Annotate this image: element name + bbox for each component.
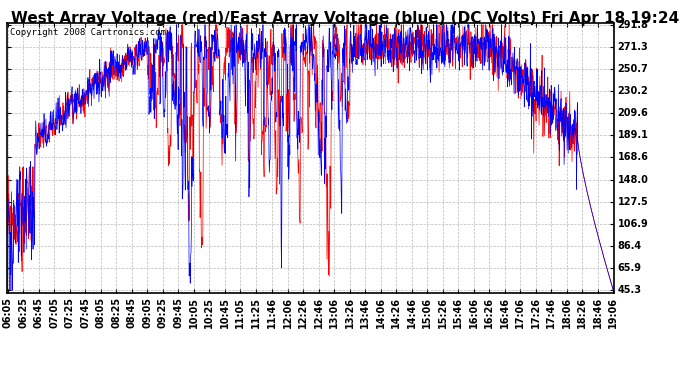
Text: 168.6: 168.6	[618, 153, 649, 162]
Text: 127.5: 127.5	[618, 197, 649, 207]
Text: Copyright 2008 Cartronics.com: Copyright 2008 Cartronics.com	[10, 28, 166, 37]
Text: 65.9: 65.9	[618, 263, 642, 273]
Text: 271.3: 271.3	[618, 42, 649, 52]
Text: 86.4: 86.4	[618, 241, 642, 251]
Text: 291.8: 291.8	[618, 20, 649, 30]
Text: 209.6: 209.6	[618, 108, 649, 118]
Text: 230.2: 230.2	[618, 86, 649, 96]
Text: West Array Voltage (red)/East Array Voltage (blue) (DC Volts) Fri Apr 18 19:24: West Array Voltage (red)/East Array Volt…	[11, 11, 679, 26]
Text: 106.9: 106.9	[618, 219, 649, 229]
Text: 189.1: 189.1	[618, 130, 649, 140]
Text: 250.7: 250.7	[618, 64, 649, 74]
Text: 148.0: 148.0	[618, 175, 649, 184]
Text: 45.3: 45.3	[618, 285, 642, 296]
